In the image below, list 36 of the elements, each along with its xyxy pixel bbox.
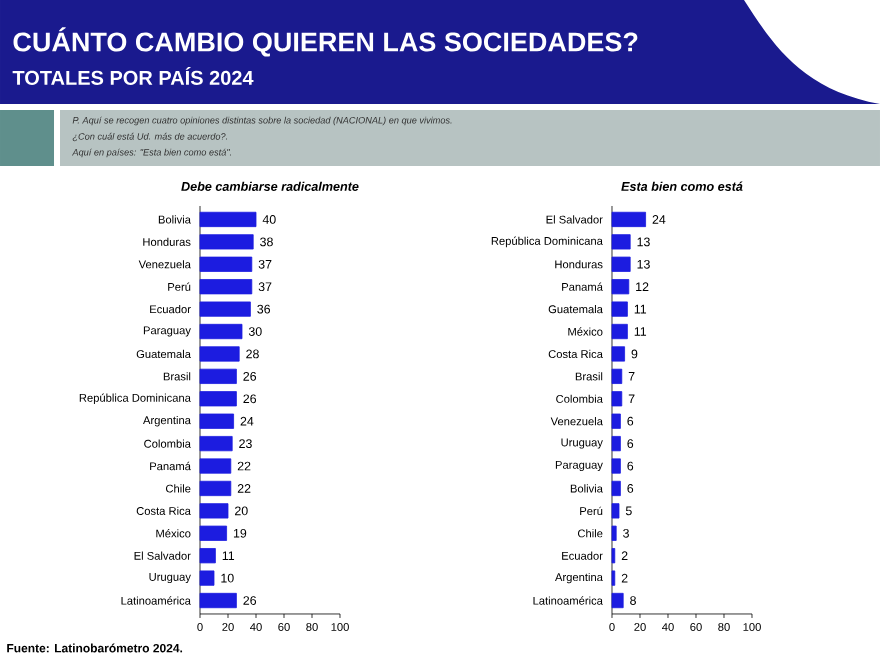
bar [611, 503, 620, 519]
bar [611, 234, 631, 250]
bar [199, 436, 233, 452]
bar [611, 458, 621, 474]
bar [199, 570, 215, 586]
bar [199, 346, 240, 362]
text: CUÁNTO CAMBIO QUIEREN LAS SOCIEDADES? [13, 27, 638, 57]
bar [199, 368, 237, 384]
bar [611, 256, 631, 272]
bar [199, 458, 232, 474]
bar [611, 211, 646, 228]
bar [611, 413, 621, 429]
bar [199, 234, 254, 250]
bar [611, 525, 617, 541]
bar [611, 592, 624, 609]
bar [611, 391, 623, 407]
text: TOTALES POR PAÍS 2024 [12, 67, 254, 85]
bar [611, 368, 623, 384]
bar [611, 346, 625, 362]
bar [199, 323, 243, 340]
bar [611, 480, 621, 497]
bar [199, 525, 227, 541]
bar [199, 503, 229, 519]
bar [611, 301, 628, 317]
bar [199, 301, 251, 317]
bar [199, 480, 232, 497]
bar [199, 256, 253, 272]
bar [199, 279, 253, 295]
bar [199, 211, 257, 228]
bar [611, 323, 628, 340]
bar [199, 592, 237, 609]
bar [611, 279, 630, 295]
bar [611, 436, 621, 452]
bar [199, 391, 237, 407]
bar [199, 548, 216, 564]
bar [199, 413, 234, 429]
